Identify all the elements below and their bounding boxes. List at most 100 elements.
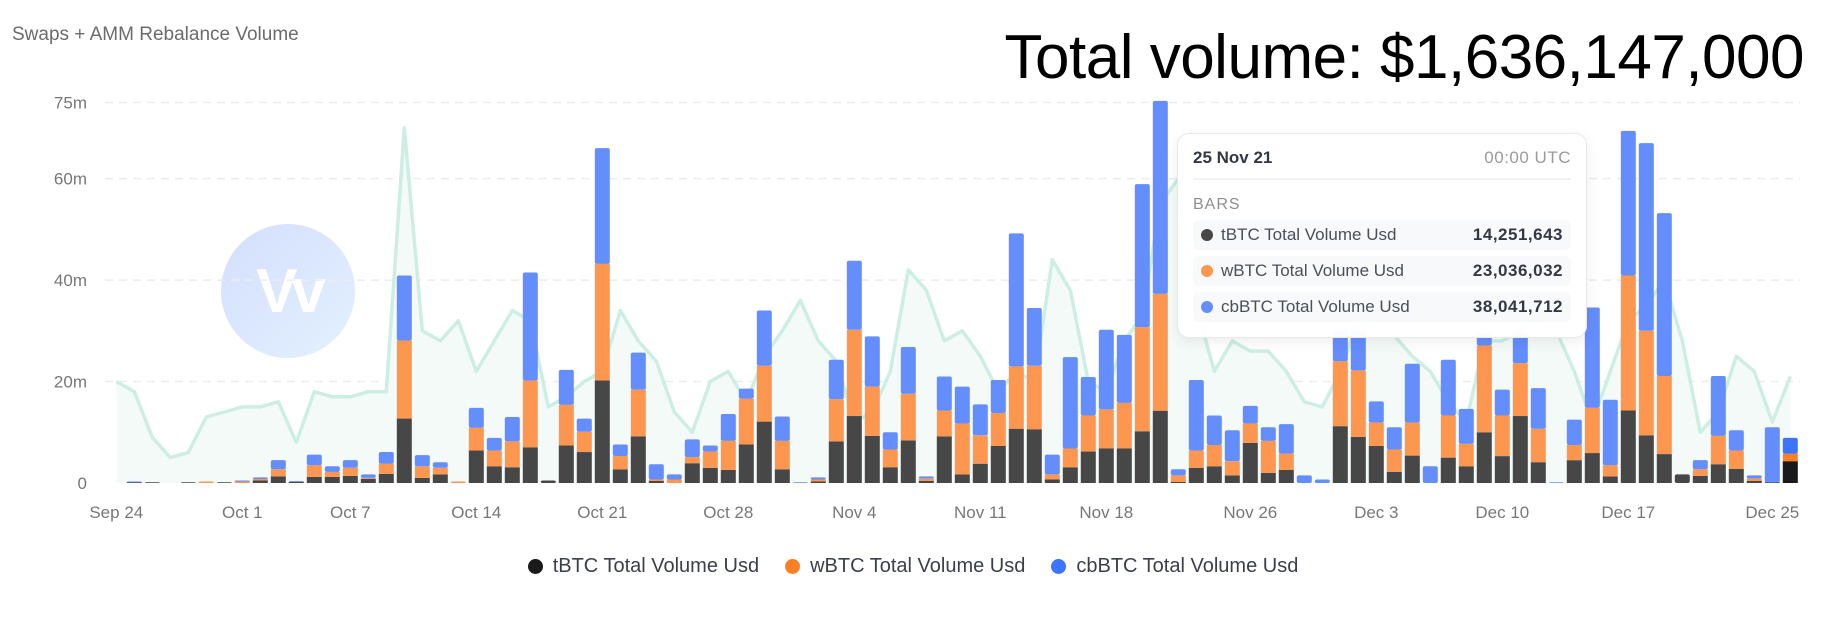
bar-segment-wbtc: [612, 456, 628, 470]
legend-dot-icon: [1051, 559, 1067, 574]
bar-segment-wbtc: [414, 466, 430, 478]
watermark-logo: Vv: [221, 224, 355, 358]
bar-segment-wbtc: [270, 469, 286, 477]
bar-segment-cbbtc: [1044, 454, 1060, 475]
bar-stack: [1440, 359, 1456, 483]
bar-segment-cbbtc: [1440, 359, 1456, 416]
tooltip-row-label: tBTC Total Volume Usd: [1221, 225, 1397, 244]
bar-segment-wbtc: [468, 427, 484, 451]
bar-stack: [1458, 408, 1474, 483]
bar-segment-wbtc: [864, 386, 880, 436]
tooltip-row-label: wBTC Total Volume Usd: [1221, 261, 1404, 280]
bar-segment-cbbtc: [828, 359, 844, 400]
bar-segment-tbtc: [720, 469, 736, 483]
bar-stack: [1062, 357, 1078, 483]
bar-stack: [702, 445, 718, 483]
bar-segment-wbtc: [720, 440, 736, 470]
bar-segment-cbbtc: [1566, 419, 1582, 445]
bar-stack: [756, 310, 772, 483]
bar-segment-tbtc: [1116, 448, 1132, 483]
bar-stack: [1152, 100, 1168, 483]
legend-dot-icon: [527, 559, 543, 574]
bar-segment-cbbtc: [1548, 482, 1564, 483]
bar-segment-tbtc: [684, 463, 700, 483]
bar-segment-tbtc: [828, 441, 844, 483]
bar-segment-wbtc: [756, 365, 772, 422]
bar-segment-wbtc: [198, 481, 214, 483]
bar-segment-tbtc: [324, 476, 340, 483]
bar-stack: [882, 432, 898, 483]
bar-segment-cbbtc: [1080, 376, 1096, 416]
bar-stack: [1098, 329, 1114, 483]
bar-segment-cbbtc: [1296, 475, 1312, 483]
bar-stack: [1602, 399, 1618, 483]
x-tick-label: Dec 3: [1354, 503, 1398, 522]
bar-segment-wbtc: [648, 479, 664, 481]
bar-segment-tbtc: [1170, 481, 1186, 483]
bar-stack: [1638, 143, 1654, 483]
bar-segment-wbtc: [1782, 453, 1798, 462]
legend-item-wbtc[interactable]: wBTC Total Volume Usd: [785, 555, 1025, 578]
bar-segment-tbtc: [1602, 476, 1618, 483]
bar-stack: [1008, 233, 1024, 483]
bar-segment-wbtc: [1188, 450, 1204, 468]
bar-stack: [432, 462, 448, 483]
bar-segment-tbtc: [126, 482, 142, 483]
bar-segment-cbbtc: [720, 414, 736, 441]
bar-segment-wbtc: [972, 435, 988, 464]
bar-segment-cbbtc: [630, 352, 646, 390]
legend-item-tbtc[interactable]: tBTC Total Volume Usd: [527, 555, 759, 578]
bar-segment-cbbtc: [1368, 401, 1384, 423]
bar-stack: [1260, 427, 1276, 483]
bar-segment-wbtc: [1008, 366, 1024, 429]
bar-segment-tbtc: [1530, 462, 1546, 483]
bar-segment-wbtc: [702, 451, 718, 468]
bar-segment-cbbtc: [342, 460, 358, 468]
bar-segment-wbtc: [522, 380, 538, 448]
bar-segment-tbtc: [540, 480, 556, 483]
bar-segment-tbtc: [1692, 475, 1708, 483]
bar-segment-cbbtc: [288, 481, 304, 482]
bar-segment-cbbtc: [684, 439, 700, 458]
bar-segment-tbtc: [648, 480, 664, 483]
bar-segment-cbbtc: [378, 452, 394, 464]
bar-segment-tbtc: [1746, 480, 1762, 483]
legend-item-cbbtc[interactable]: cbBTC Total Volume Usd: [1051, 555, 1298, 578]
bar-segment-cbbtc: [576, 418, 592, 432]
bar-segment-tbtc: [1224, 475, 1240, 483]
bar-stack: [1782, 437, 1798, 483]
bar-segment-cbbtc: [1224, 430, 1240, 462]
bar-segment-wbtc: [1728, 450, 1744, 469]
bar-segment-cbbtc: [432, 462, 448, 468]
tooltip-row-label: cbBTC Total Volume Usd: [1221, 297, 1410, 316]
bar-segment-tbtc: [252, 480, 268, 483]
tooltip-time: 00:00 UTC: [1484, 148, 1571, 167]
bar-stack: [792, 482, 808, 483]
bar-stack: [972, 404, 988, 483]
bar-stack: [612, 444, 628, 483]
bar-stack: [414, 455, 430, 483]
bar-segment-tbtc: [1332, 426, 1348, 483]
x-tick-label: Dec 25: [1745, 503, 1799, 522]
legend-label: cbBTC Total Volume Usd: [1076, 555, 1299, 577]
bar-segment-wbtc: [684, 457, 700, 464]
bar-segment-cbbtc: [1746, 475, 1762, 479]
bar-segment-cbbtc: [792, 482, 808, 483]
bar-stack: [846, 260, 862, 483]
bar-segment-cbbtc: [1350, 330, 1366, 371]
bar-segment-cbbtc: [936, 376, 952, 411]
bar-stack: [864, 336, 880, 483]
bar-segment-cbbtc: [1332, 330, 1348, 362]
bar-stack: [1224, 430, 1240, 483]
bar-segment-cbbtc: [1242, 405, 1258, 424]
bar-segment-cbbtc: [846, 260, 862, 330]
bar-stack: [1566, 419, 1582, 483]
x-tick-label: Nov 4: [832, 503, 876, 522]
bar-segment-wbtc: [1458, 443, 1474, 467]
tooltip-row-cbbtc: cbBTC Total Volume Usd 38,041,712: [1193, 292, 1571, 322]
bar-segment-tbtc: [612, 469, 628, 483]
bar-segment-cbbtc: [702, 445, 718, 452]
bar-stack: [1692, 460, 1708, 483]
bar-segment-tbtc: [1368, 445, 1384, 483]
